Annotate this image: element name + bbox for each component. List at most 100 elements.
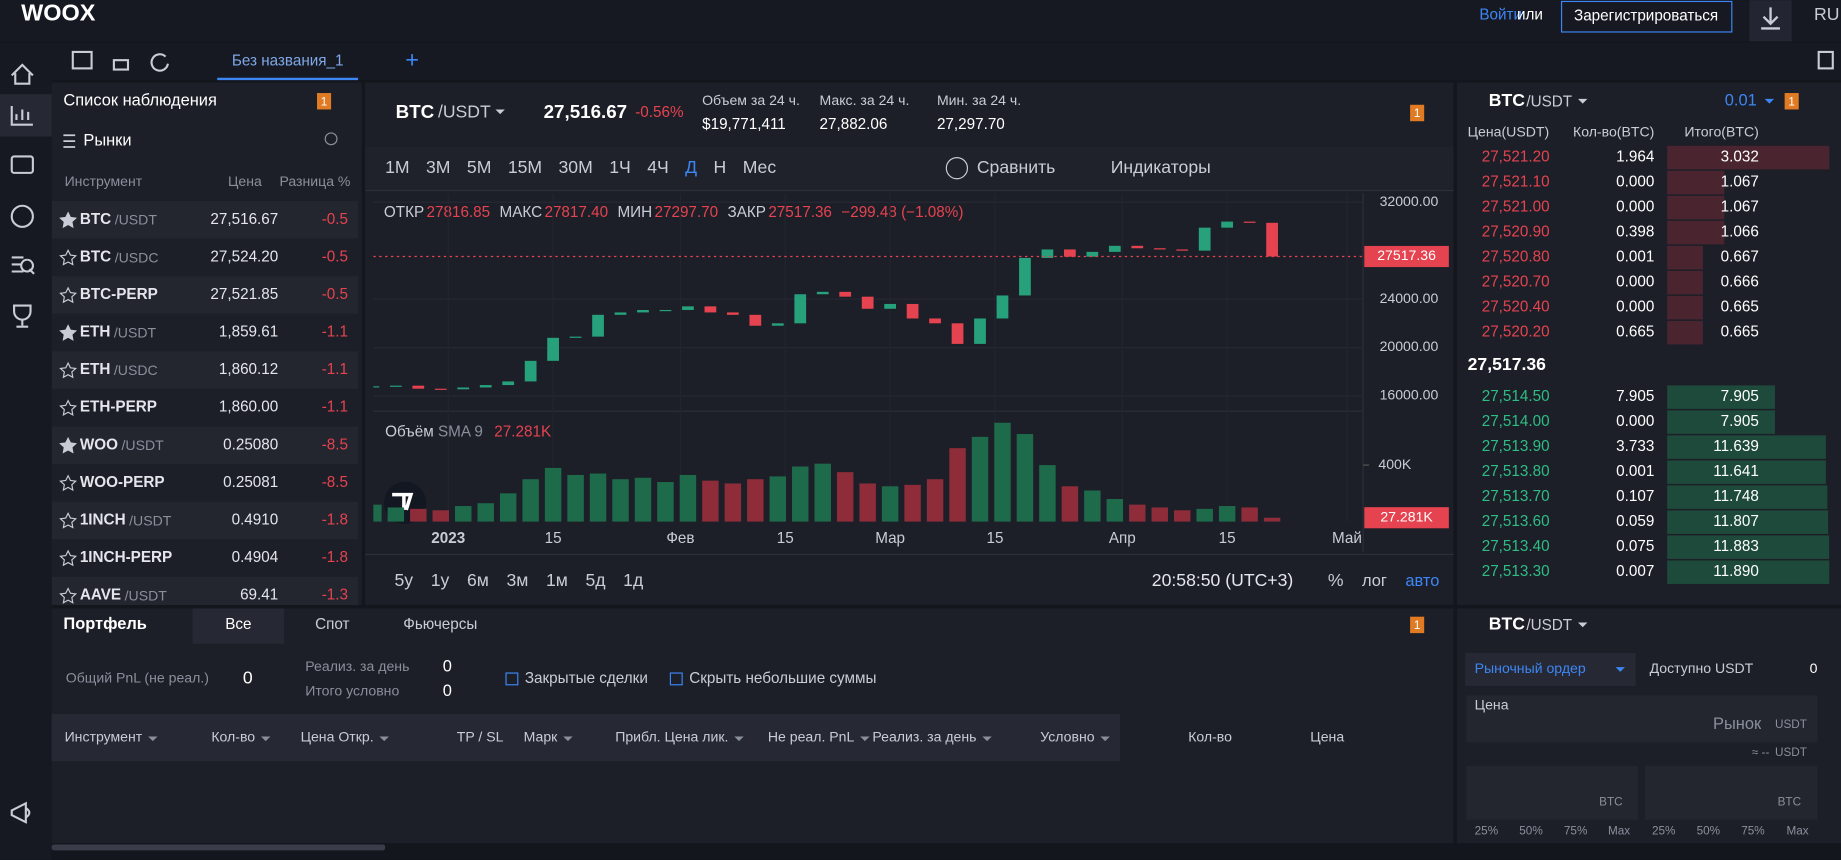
- order-type[interactable]: Рыночный ордер: [1475, 660, 1586, 676]
- favorite-star[interactable]: [59, 399, 78, 416]
- scroll-thumb[interactable]: [51, 844, 386, 851]
- favorite-star[interactable]: [59, 474, 78, 492]
- percent-button[interactable]: 25%: [1652, 825, 1676, 838]
- panel-icon[interactable]: [1817, 50, 1834, 70]
- instrument[interactable]: BTC: [80, 211, 111, 228]
- interval-button[interactable]: Д: [685, 157, 697, 177]
- instrument[interactable]: WOO: [80, 436, 118, 453]
- percent-button[interactable]: 25%: [1475, 825, 1499, 838]
- login-link[interactable]: Войти: [1479, 7, 1522, 24]
- instrument[interactable]: ETH: [80, 361, 111, 378]
- interval-button[interactable]: 1Ч: [609, 157, 631, 177]
- instrument[interactable]: WOO-PERP: [80, 474, 165, 491]
- price-step[interactable]: 0.01: [1725, 92, 1757, 110]
- interval-button[interactable]: 30M: [559, 157, 593, 177]
- layout-icon[interactable]: [71, 50, 93, 70]
- instrument[interactable]: 1INCH-PERP: [80, 549, 172, 566]
- log-toggle[interactable]: лог: [1362, 572, 1387, 590]
- language[interactable]: RU: [1814, 4, 1839, 24]
- depth-bar: [1667, 560, 1830, 584]
- quote: /USDT: [129, 512, 172, 528]
- announce-icon[interactable]: [10, 801, 31, 824]
- favorite-star[interactable]: [59, 512, 78, 529]
- indicators-button[interactable]: Индикаторы: [1111, 157, 1211, 177]
- favorite-star[interactable]: [59, 549, 78, 567]
- download-icon: [1761, 7, 1780, 30]
- percent-button[interactable]: Max: [1608, 825, 1630, 838]
- row-bg: [51, 351, 359, 389]
- notional-value: 0: [443, 682, 452, 700]
- volume-bar: [724, 483, 742, 522]
- interval-button[interactable]: Н: [714, 157, 727, 177]
- portfolio-tab[interactable]: Спот: [315, 616, 349, 633]
- favorite-star[interactable]: [59, 436, 78, 454]
- range-button[interactable]: 5д: [585, 570, 605, 590]
- portfolio-tab[interactable]: Фьючерсы: [403, 616, 477, 633]
- instrument[interactable]: BTC: [80, 248, 111, 265]
- amount-input[interactable]: [1466, 765, 1638, 820]
- order-type-select[interactable]: [1465, 653, 1636, 686]
- home-icon[interactable]: [10, 63, 34, 85]
- range-button[interactable]: 3м: [506, 570, 528, 590]
- amount-input[interactable]: [1644, 765, 1818, 820]
- price-change: -0.56%: [635, 104, 684, 121]
- percent-toggle[interactable]: %: [1328, 570, 1344, 590]
- percent-button[interactable]: 75%: [1564, 825, 1588, 838]
- instrument[interactable]: AAVE: [80, 587, 121, 604]
- interval-button[interactable]: 15M: [508, 157, 542, 177]
- favorite-star[interactable]: [59, 361, 78, 379]
- register-button-border[interactable]: [1560, 0, 1733, 33]
- change: -1.3: [322, 587, 348, 604]
- range-button[interactable]: 6м: [467, 570, 489, 590]
- layout-tab[interactable]: Без названия_1: [232, 52, 344, 69]
- compare-button[interactable]: Сравнить: [977, 157, 1055, 177]
- checkbox[interactable]: [505, 672, 519, 686]
- favorite-star[interactable]: [59, 587, 78, 604]
- instrument[interactable]: ETH-PERP: [80, 399, 157, 416]
- range-button[interactable]: 1y: [431, 570, 450, 590]
- quantity: 0.007: [1616, 563, 1654, 580]
- interval-button[interactable]: 4Ч: [647, 157, 669, 177]
- checkbox-label[interactable]: Закрытые сделки: [525, 670, 648, 687]
- checkbox-label[interactable]: Скрыть небольшие суммы: [689, 670, 876, 687]
- compare-icon[interactable]: [945, 157, 969, 180]
- side-bar: [0, 42, 52, 860]
- percent-button[interactable]: 50%: [1519, 825, 1543, 838]
- percent-button[interactable]: Max: [1786, 825, 1808, 838]
- instrument[interactable]: BTC-PERP: [80, 286, 158, 303]
- wallet-icon[interactable]: [10, 155, 34, 174]
- add-tab[interactable]: +: [405, 47, 419, 73]
- interval-button[interactable]: Мес: [743, 157, 777, 177]
- auto-toggle[interactable]: авто: [1405, 572, 1439, 590]
- checkbox[interactable]: [669, 672, 683, 686]
- favorite-star[interactable]: [59, 211, 78, 229]
- range-button[interactable]: 1д: [623, 570, 643, 590]
- interval-button[interactable]: 3M: [426, 157, 450, 177]
- refresh-icon[interactable]: [150, 53, 169, 72]
- register-button[interactable]: Зарегистрироваться: [1574, 8, 1718, 25]
- favorite-star[interactable]: [59, 286, 78, 304]
- range-button[interactable]: 5y: [395, 570, 414, 590]
- range-button[interactable]: 1м: [546, 570, 568, 590]
- instrument[interactable]: ETH: [80, 324, 111, 341]
- markets-tab[interactable]: Рынки: [83, 132, 131, 150]
- favorite-star[interactable]: [59, 249, 78, 266]
- caret: [379, 736, 389, 742]
- candle-body: [1041, 249, 1054, 258]
- favorite-star[interactable]: [59, 324, 78, 341]
- portfolio-tab[interactable]: Все: [225, 616, 251, 633]
- price: 0.25080: [223, 436, 278, 453]
- instrument[interactable]: 1INCH: [80, 511, 126, 528]
- price-input[interactable]: [1466, 695, 1818, 743]
- earn-icon[interactable]: [10, 204, 34, 228]
- interval-button[interactable]: 5M: [467, 157, 491, 177]
- percent-button[interactable]: 75%: [1741, 825, 1765, 838]
- chart-icon[interactable]: [10, 105, 33, 126]
- interval-button[interactable]: 1M: [385, 157, 409, 177]
- y-tick-label: 20000.00: [1380, 338, 1439, 354]
- trophy-icon[interactable]: [13, 304, 32, 328]
- quote: /USDT: [115, 212, 158, 228]
- lock-icon[interactable]: [112, 59, 130, 71]
- explore-icon[interactable]: [11, 256, 35, 275]
- percent-button[interactable]: 50%: [1697, 825, 1721, 838]
